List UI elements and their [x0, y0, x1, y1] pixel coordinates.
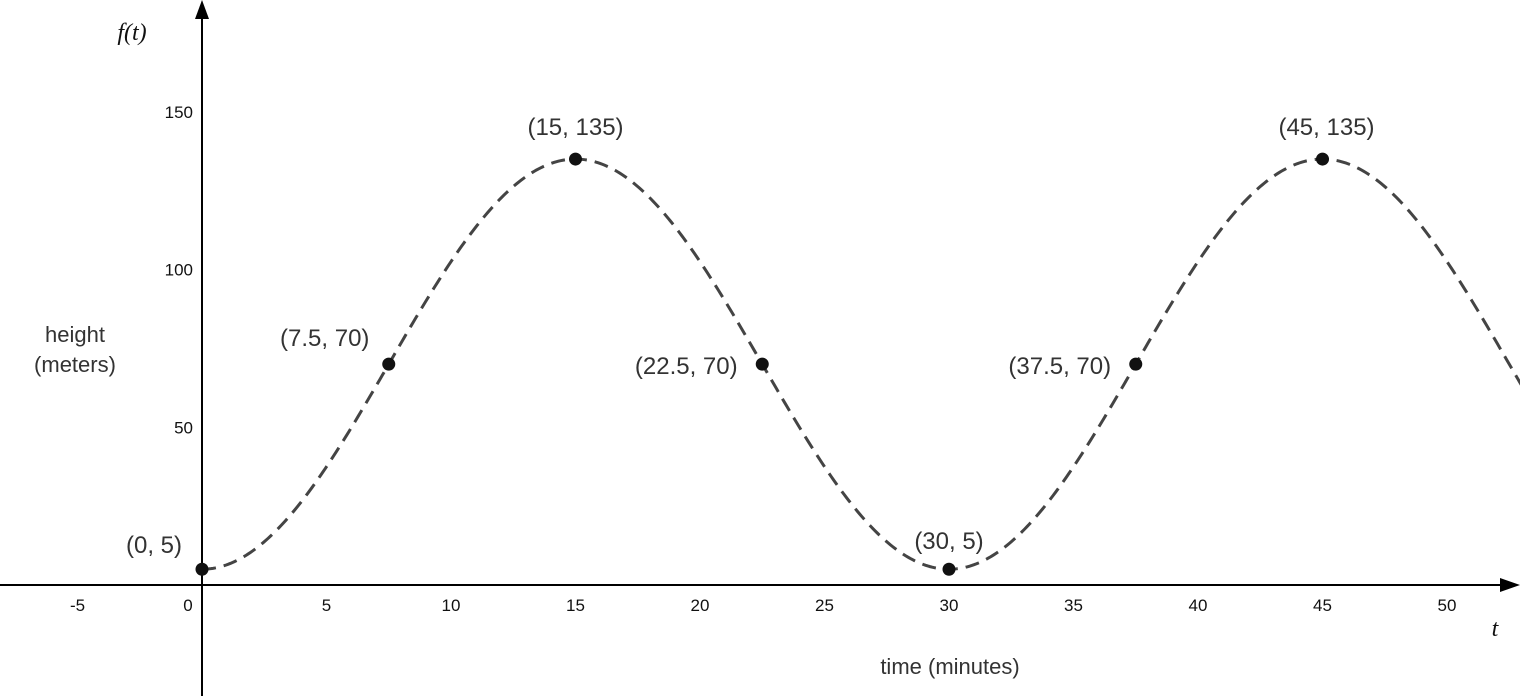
y-axis-title-line2: (meters) — [34, 352, 116, 377]
x-tick-label: 45 — [1313, 596, 1332, 615]
point-label: (45, 135) — [1278, 114, 1374, 141]
x-axis-variable: t — [1492, 616, 1500, 642]
x-tick-label: 15 — [566, 596, 585, 615]
data-point — [569, 152, 582, 166]
y-axis-variable: f(t) — [117, 20, 146, 46]
x-tick-label: 30 — [940, 596, 959, 615]
x-axis-arrow — [1500, 578, 1520, 592]
point-label: (7.5, 70) — [280, 325, 369, 352]
point-label: (37.5, 70) — [1008, 353, 1111, 380]
point-label: (0, 5) — [126, 532, 182, 559]
data-point — [1316, 152, 1329, 166]
x-tick-label: 20 — [691, 596, 710, 615]
x-tick-label: 40 — [1189, 596, 1208, 615]
x-tick-label: 35 — [1064, 596, 1083, 615]
data-point — [382, 357, 396, 371]
point-label: (22.5, 70) — [635, 353, 738, 380]
sinusoid-curve — [201, 157, 1520, 571]
y-axis-arrow — [195, 0, 209, 19]
x-axis-title: time (minutes) — [880, 654, 1019, 679]
data-point — [755, 357, 769, 371]
y-tick-label: 100 — [165, 261, 193, 280]
tick-labels: -5 0 5 10 15 20 25 30 35 40 45 50 50 100 150 — [70, 103, 1457, 615]
x-tick-label: -5 — [70, 596, 85, 615]
point-label: (30, 5) — [914, 528, 983, 555]
x-tick-label: 10 — [442, 596, 461, 615]
axis-titles: f(t) t time (minutes) height (meters) — [34, 20, 1500, 679]
y-tick-label: 50 — [174, 418, 193, 437]
y-tick-label: 150 — [165, 103, 193, 122]
data-point — [1129, 357, 1143, 371]
data-points: (0, 5) (7.5, 70) (15, 135) (22.5, 70) (30, 5… — [126, 114, 1375, 576]
data-point — [195, 562, 209, 576]
point-label: (15, 135) — [527, 114, 623, 141]
x-tick-label: 50 — [1438, 596, 1457, 615]
data-point — [942, 562, 956, 576]
x-tick-label: 25 — [815, 596, 834, 615]
y-axis-title-line1: height — [45, 322, 105, 347]
curve-layer — [201, 157, 1520, 571]
x-tick-label: 0 — [183, 596, 192, 615]
x-tick-label: 5 — [322, 596, 331, 615]
